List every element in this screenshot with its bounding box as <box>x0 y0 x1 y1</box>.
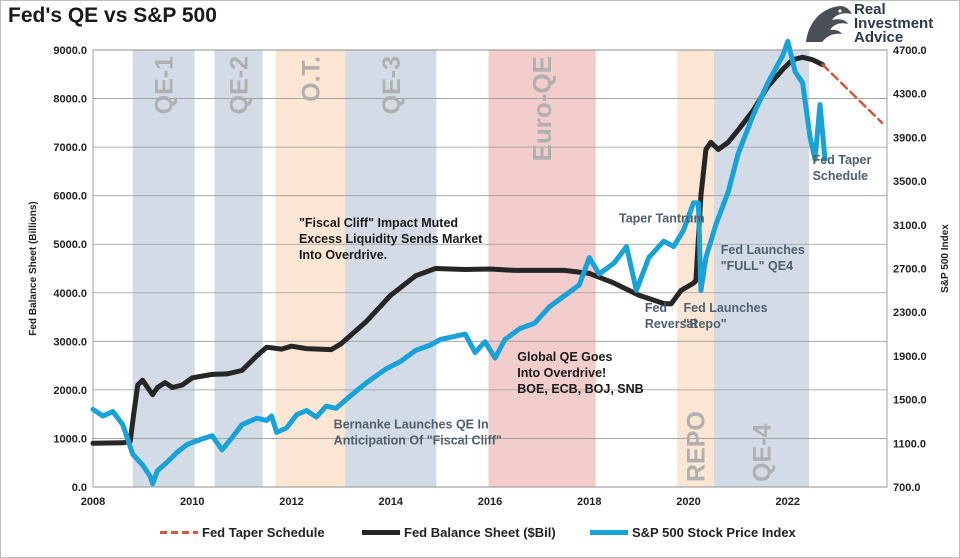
x-tick-label: 2020 <box>676 496 700 508</box>
y-left-tick-label: 0.0 <box>72 482 87 494</box>
y-right-tick-label: 1900.0 <box>893 351 927 363</box>
y-right-tick-label: 3900.0 <box>893 132 927 144</box>
annotation-line: "FULL" QE4 <box>721 259 793 273</box>
logo-line-1: Real <box>854 1 886 18</box>
annotation-line: Excess Liquidity Sends Market <box>299 232 483 246</box>
y-right-tick-label: 1500.0 <box>893 395 927 407</box>
x-tick-label: 2010 <box>180 496 204 508</box>
y-right-tick-label: 700.0 <box>893 482 921 494</box>
y-left-axis-title: Fed Balance Sheet (Billions) <box>28 201 39 335</box>
series-fed-balance-sheet-bil <box>90 54 825 446</box>
annotation-line: Into Overdrive! <box>517 366 606 380</box>
y-right-tick-label: 4700.0 <box>893 45 927 57</box>
band-label-qe-3: QE-3 <box>378 56 406 114</box>
x-tick-label: 2018 <box>577 496 601 508</box>
y-right-axis-title: S&P 500 Index <box>940 224 951 293</box>
series-s-p-500-stock-price-index <box>90 38 828 487</box>
annotation-line: Fed Taper <box>813 153 872 167</box>
series-fed-taper-schedule <box>821 63 884 125</box>
band-label-repo: REPO <box>682 411 710 482</box>
y-left-tick-label: 3000.0 <box>53 336 87 348</box>
annotation: Bernanke Launches QE In Anticipation Of "… <box>334 418 502 448</box>
y-left-tick-label: 8000.0 <box>53 94 87 106</box>
band-qe-2 <box>214 50 263 487</box>
band-label-qe-1: QE-1 <box>151 56 179 114</box>
band-qe-1 <box>132 50 195 487</box>
x-tick-label: 2008 <box>81 496 105 508</box>
legend-swatch-balance-sheet <box>362 529 400 535</box>
y-left-tick-label: 6000.0 <box>53 191 87 203</box>
annotation-line: Bernanke Launches QE In <box>334 418 489 432</box>
annotation-line: "Fiscal Cliff" Impact Muted <box>299 216 458 230</box>
annotation: Fed Launches "FULL" QE4 <box>721 243 805 273</box>
legend-item-taper: Fed Taper Schedule <box>160 520 325 544</box>
y-right-tick-label: 3500.0 <box>893 176 927 188</box>
x-tick-label: 2014 <box>379 496 404 508</box>
chart-plot: QE-1 QE-2 O.T. QE-3 Euro-QE REPO QE-4 2008 2010 2… <box>28 38 951 508</box>
logo-line-2: Investment <box>854 15 934 32</box>
annotation-line: Schedule <box>813 169 869 183</box>
x-tick-label: 2016 <box>478 496 502 508</box>
annotation-line: Global QE Goes <box>517 350 612 364</box>
legend-item-sp500: S&P 500 Stock Price Index <box>590 520 796 544</box>
annotation-line: Taper Tantrum <box>619 211 705 225</box>
legend-swatch-sp500 <box>590 529 628 535</box>
annotation: Global QE Goes Into Overdrive! BOE, ECB, B… <box>517 350 643 396</box>
x-tick-label: 2022 <box>776 496 800 508</box>
y-left-tick-label: 2000.0 <box>53 385 87 397</box>
annotation-line: BOE, ECB, BOJ, SNB <box>517 382 643 396</box>
legend-label-sp500: S&P 500 Stock Price Index <box>632 524 796 540</box>
logo-line-3: Advice <box>854 29 904 46</box>
x-tick-label: 2012 <box>279 496 303 508</box>
annotation: Fed Taper Schedule <box>813 153 872 183</box>
annotation-line: "Repo" <box>684 317 727 331</box>
annotation-line: Anticipation Of "Fiscal Cliff" <box>334 434 502 448</box>
plot-area <box>92 49 888 488</box>
legend: Fed Taper Schedule Fed Balance Sheet ($B… <box>0 520 960 544</box>
legend-swatch-taper <box>160 530 198 534</box>
y-right-tick-label: 1100.0 <box>893 438 926 450</box>
y-right-tick-label: 2300.0 <box>893 307 927 319</box>
eagle-icon <box>806 6 852 42</box>
band-qe-3 <box>345 50 437 487</box>
chart-title: Fed's QE vs S&P 500 <box>8 4 217 27</box>
y-right-tick-label: 3100.0 <box>893 220 927 232</box>
annotation-line: Fed Launches <box>721 243 805 257</box>
logo <box>800 2 950 46</box>
annotation: Taper Tantrum <box>619 211 705 225</box>
annotation: Fed Launches "Repo" <box>684 301 768 331</box>
logo-text: Real Investment Advice <box>854 1 934 46</box>
y-left-tick-label: 5000.0 <box>53 239 87 251</box>
y-left-tick-label: 1000.0 <box>53 433 87 445</box>
legend-label-taper: Fed Taper Schedule <box>202 524 325 540</box>
annotation-line: Fed Launches <box>684 301 768 315</box>
band-label-euro-qe: Euro-QE <box>527 56 557 161</box>
y-right-tick-label: 4300.0 <box>893 89 927 101</box>
annotation-line: Into Overdrive. <box>299 248 387 262</box>
y-left-tick-label: 4000.0 <box>53 288 87 300</box>
legend-item-balance-sheet: Fed Balance Sheet ($Bil) <box>362 520 556 544</box>
band-qe-4 <box>713 50 810 487</box>
y-right-tick-label: 2700.0 <box>893 264 927 276</box>
band-label-o-t: O.T. <box>297 56 325 102</box>
annotation: "Fiscal Cliff" Impact Muted Excess Liquid… <box>299 216 483 262</box>
legend-label-balance-sheet: Fed Balance Sheet ($Bil) <box>404 524 556 540</box>
band-label-qe-4: QE-4 <box>748 424 776 482</box>
annotation-line: Fed <box>645 301 667 315</box>
annotation-line: Reversal <box>645 317 697 331</box>
y-left-tick-label: 7000.0 <box>53 142 87 154</box>
band-label-qe-2: QE-2 <box>226 56 254 114</box>
y-left-tick-label: 9000.0 <box>53 45 87 57</box>
annotation: Fed Reversal <box>645 301 697 331</box>
